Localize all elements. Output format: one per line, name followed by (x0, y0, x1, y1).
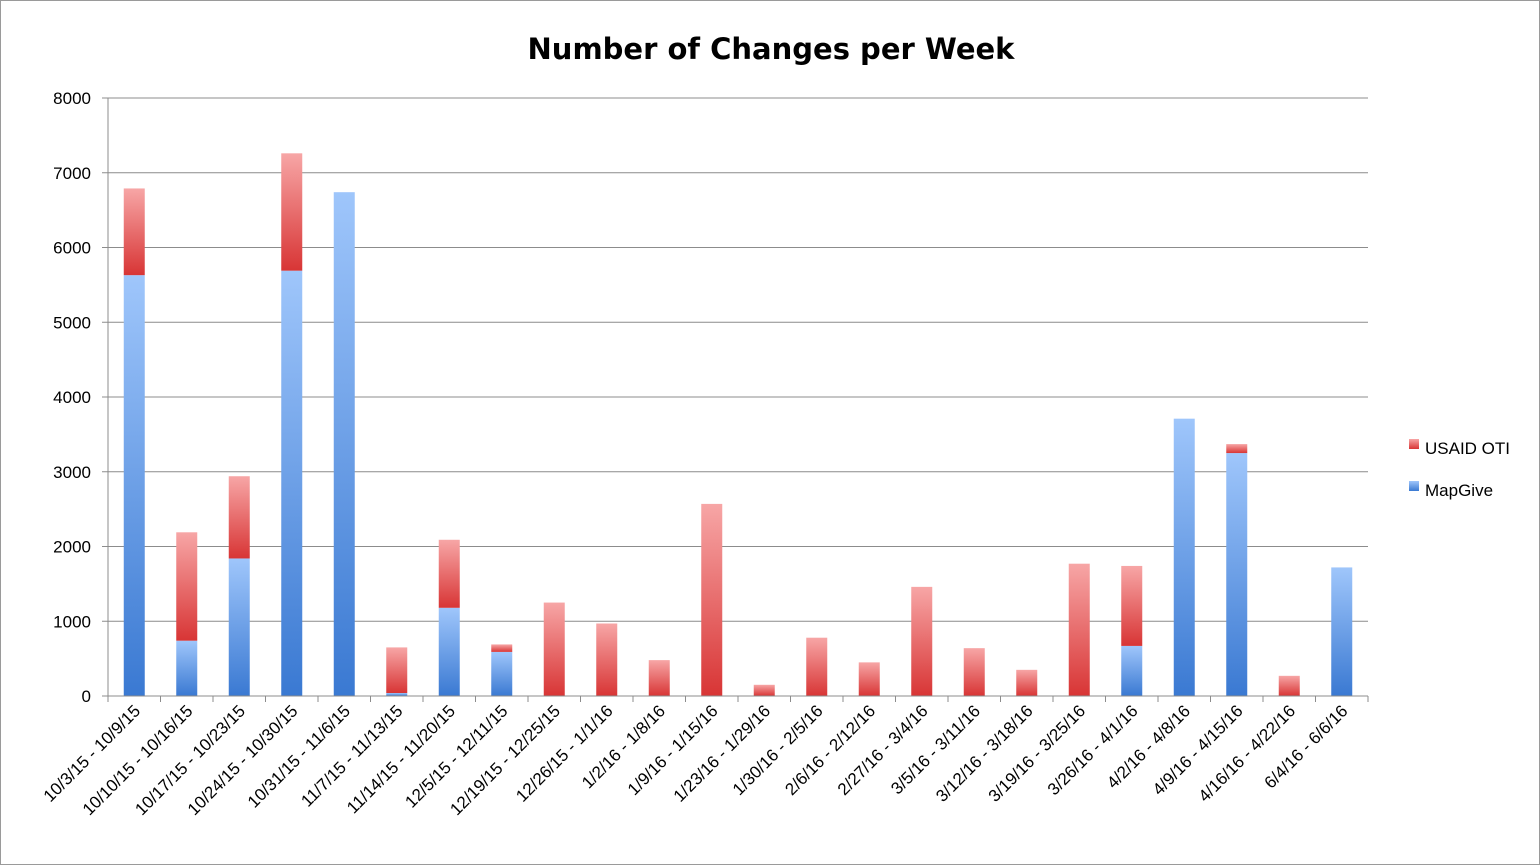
x-tick-label: 1/23/16 - 1/29/16 (670, 701, 774, 805)
y-tick-label: 3000 (53, 463, 91, 482)
x-tick-label: 12/26/15 - 1/1/16 (512, 701, 616, 805)
bar-mapgive (281, 270, 303, 696)
bar-usaid-oti (1016, 669, 1038, 696)
bar-usaid-oti (386, 647, 408, 694)
bar-usaid-oti (753, 684, 775, 696)
bar-usaid-oti (228, 476, 250, 559)
bar-group (123, 153, 1353, 696)
y-tick-label: 7000 (53, 164, 91, 183)
bar-usaid-oti (911, 586, 933, 696)
x-tick-label: 10/3/15 - 10/9/15 (40, 701, 144, 805)
bar-mapgive (228, 558, 250, 696)
bar-usaid-oti (1278, 675, 1300, 696)
x-tick-label: 3/26/16 - 4/1/16 (1044, 701, 1142, 799)
y-tick-label: 1000 (53, 612, 91, 631)
bar-mapgive (1226, 453, 1248, 696)
bar-usaid-oti (176, 532, 198, 641)
bar-usaid-oti (806, 637, 828, 696)
legend-label: MapGive (1425, 481, 1493, 500)
bar-usaid-oti (1121, 565, 1143, 646)
bar-usaid-oti (281, 153, 303, 271)
legend-label: USAID OTI (1425, 439, 1510, 458)
bar-usaid-oti (543, 602, 565, 696)
y-tick-label: 6000 (53, 239, 91, 258)
bar-mapgive (333, 192, 355, 696)
bar-mapgive (438, 607, 460, 696)
axes (107, 98, 1369, 702)
bar-usaid-oti (963, 648, 985, 696)
y-axis-tick-labels: 0 1000 2000 3000 4000 5000 6000 7000 8000 (53, 89, 91, 706)
bar-usaid-oti (701, 503, 723, 696)
bar-usaid-oti (596, 623, 618, 696)
x-tick-label: 2/27/16 - 3/4/16 (834, 701, 932, 799)
bar-mapgive (491, 651, 513, 696)
x-tick-label: 1/30/16 - 2/5/16 (729, 701, 827, 799)
y-tick-label: 4000 (53, 388, 91, 407)
x-tick-label: 1/9/16 - 1/15/16 (624, 701, 722, 799)
y-tick-label: 2000 (53, 538, 91, 557)
bar-mapgive (1121, 645, 1143, 696)
y-tick-label: 8000 (53, 89, 91, 108)
bar-usaid-oti (648, 660, 670, 696)
y-tick-label: 5000 (53, 313, 91, 332)
bar-mapgive (386, 693, 408, 696)
bar-usaid-oti (438, 539, 460, 608)
bar-usaid-oti (1068, 563, 1090, 696)
bar-mapgive (1331, 567, 1353, 696)
legend: USAID OTI MapGive (1409, 439, 1510, 500)
chart-title: Number of Changes per Week (528, 32, 1016, 66)
blue-square-icon (1409, 481, 1419, 491)
x-tick-label: 2/6/16 - 2/12/16 (781, 701, 879, 799)
bar-usaid-oti (858, 662, 880, 696)
y-tick-label: 0 (82, 687, 91, 706)
grid-lines (102, 97, 1368, 697)
bar-usaid-oti (123, 188, 145, 276)
red-square-icon (1409, 439, 1419, 449)
bar-usaid-oti (491, 644, 513, 652)
x-tick-label: 3/5/16 - 3/11/16 (887, 701, 984, 798)
bar-mapgive (176, 640, 198, 696)
x-tick-label: 4/16/16 - 4/22/16 (1195, 701, 1299, 805)
x-tick-label: 3/12/16 - 3/18/16 (932, 701, 1036, 805)
x-tick-label: 3/19/16 - 3/25/16 (985, 701, 1089, 805)
bar-mapgive (1173, 418, 1195, 696)
bar-usaid-oti (1226, 444, 1248, 454)
bar-mapgive (123, 275, 145, 696)
x-tick-label: 4/9/16 - 4/15/16 (1149, 701, 1247, 799)
